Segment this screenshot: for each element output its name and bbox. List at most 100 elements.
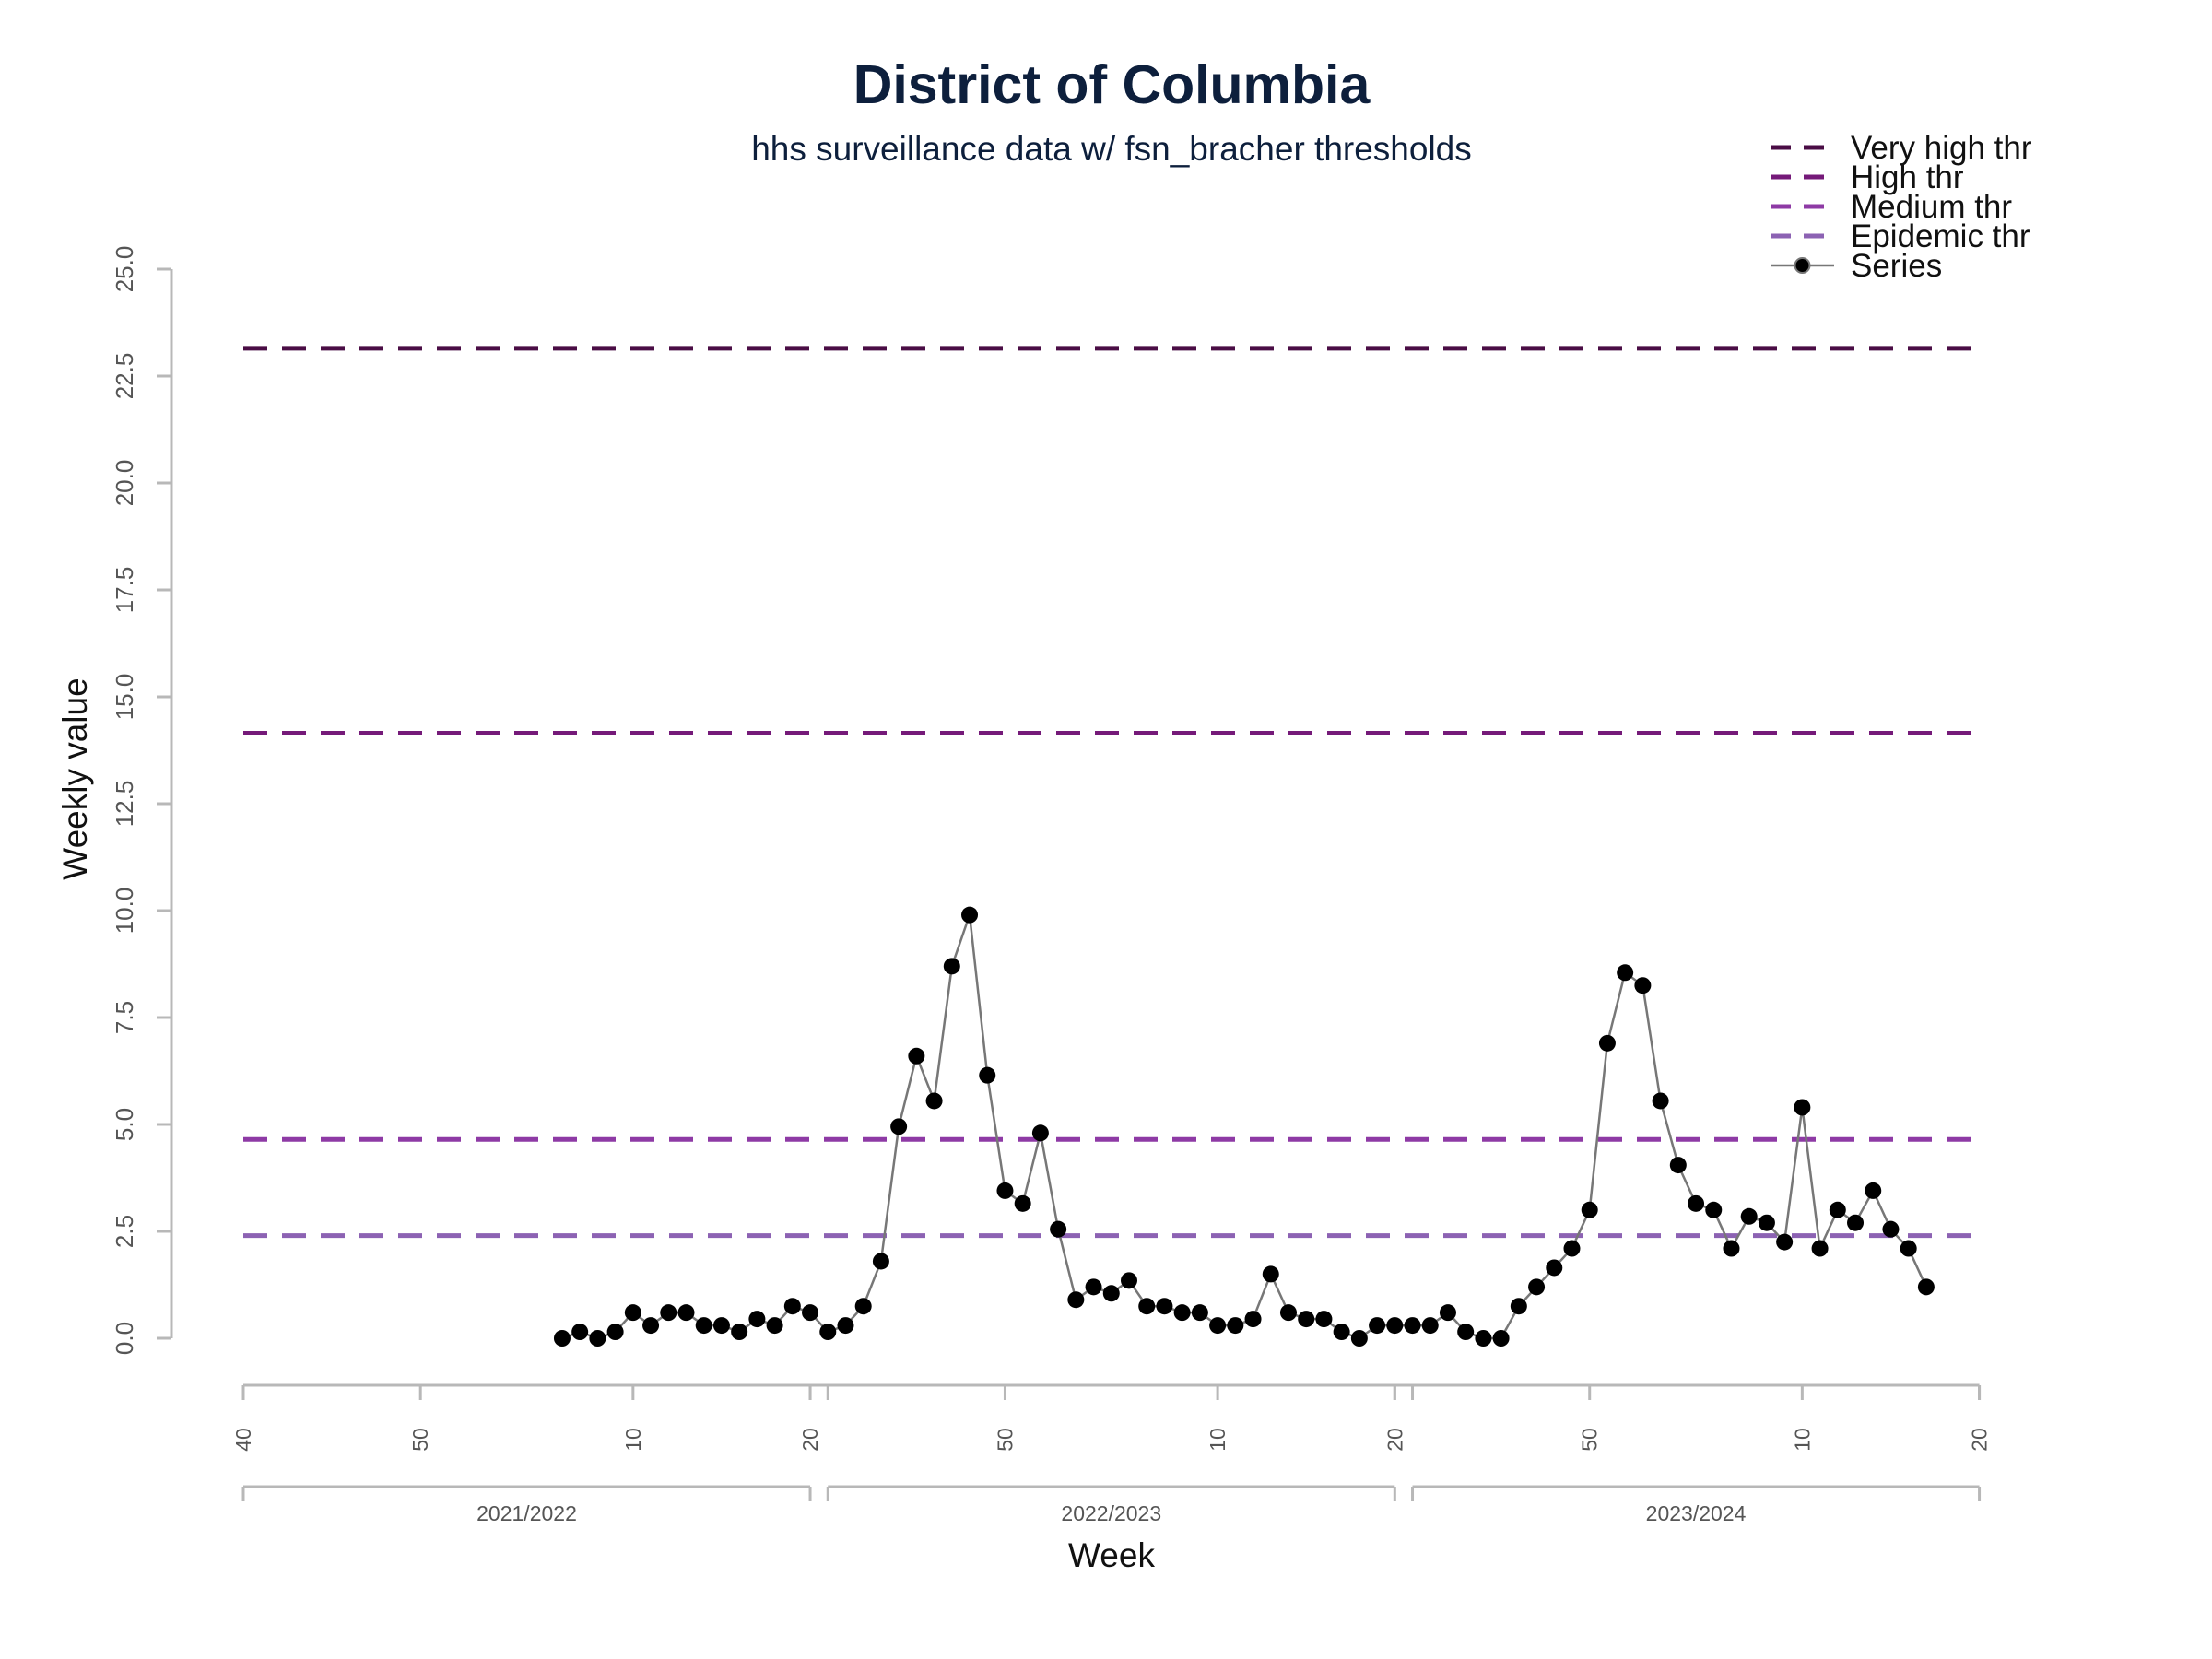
data-point	[1227, 1317, 1244, 1335]
series-line	[561, 914, 1928, 1340]
data-point	[1617, 964, 1634, 982]
data-point	[1829, 1201, 1846, 1218]
x-axis: 40 50 10 20 50 10 20 50 10 20	[231, 1383, 1992, 1452]
data-point	[819, 1324, 837, 1341]
data-point	[624, 1304, 641, 1322]
data-point	[712, 1317, 730, 1335]
legend-marker	[1794, 257, 1811, 274]
season-label: 2022/2023	[1061, 1501, 1161, 1525]
y-tick-label: 20.0	[111, 460, 138, 507]
data-point	[1085, 1278, 1102, 1296]
data-point	[783, 1298, 801, 1315]
data-point	[642, 1317, 660, 1335]
data-point	[571, 1324, 589, 1341]
x-tick-label: 50	[993, 1428, 1017, 1452]
data-point	[1457, 1324, 1475, 1341]
data-point	[1705, 1201, 1723, 1218]
data-point	[1244, 1311, 1262, 1328]
chart-subtitle: hhs surveillance data w/ fsn_bracher thr…	[751, 130, 1472, 168]
chart-title: District of Columbia	[853, 54, 1371, 115]
data-point	[1546, 1259, 1563, 1277]
data-point	[1014, 1194, 1031, 1212]
data-point	[1102, 1285, 1120, 1302]
x-tick-label: 10	[1206, 1428, 1230, 1452]
data-point	[1492, 1330, 1510, 1347]
y-tick-label: 22.5	[111, 353, 138, 400]
data-point	[1333, 1324, 1350, 1341]
y-tick-label: 12.5	[111, 781, 138, 828]
x-tick-label: 20	[1968, 1428, 1992, 1452]
data-point	[1315, 1311, 1333, 1328]
data-point	[1723, 1240, 1740, 1257]
threshold-lines	[243, 346, 1980, 1239]
data-point	[1811, 1240, 1829, 1257]
data-point	[1156, 1298, 1173, 1315]
data-point	[890, 1118, 908, 1135]
y-tick-label: 5.0	[111, 1108, 138, 1141]
data-point	[677, 1304, 695, 1322]
legend-label: Medium thr	[1851, 189, 2012, 225]
data-point	[695, 1317, 712, 1335]
season-label: 2023/2024	[1646, 1501, 1747, 1525]
data-point	[854, 1298, 872, 1315]
data-point	[606, 1324, 624, 1341]
data-point	[1634, 977, 1652, 994]
data-point	[748, 1311, 766, 1328]
data-point	[1439, 1304, 1456, 1322]
data-point	[1510, 1298, 1527, 1315]
x-tick-label: 10	[1790, 1428, 1814, 1452]
data-point	[1688, 1194, 1705, 1212]
data-point	[1138, 1298, 1156, 1315]
legend-label: Very high thr	[1851, 130, 2032, 166]
series-group	[553, 906, 1935, 1347]
data-point	[766, 1317, 783, 1335]
data-point	[1917, 1278, 1935, 1296]
data-point	[996, 1182, 1014, 1199]
data-point	[1882, 1220, 1900, 1238]
data-point	[1669, 1157, 1687, 1174]
data-point	[837, 1317, 854, 1335]
season-label: 2021/2022	[477, 1501, 577, 1525]
y-tick-label: 7.5	[111, 1001, 138, 1034]
data-point	[1598, 1034, 1616, 1052]
legend-label: Series	[1851, 248, 1942, 284]
data-point	[1794, 1099, 1811, 1116]
data-point	[1776, 1233, 1794, 1251]
data-point	[1421, 1317, 1439, 1335]
data-point	[1350, 1330, 1368, 1347]
y-tick-label: 10.0	[111, 888, 138, 935]
data-point	[1298, 1311, 1315, 1328]
data-point	[1847, 1214, 1865, 1231]
data-point	[1191, 1304, 1208, 1322]
data-point	[925, 1092, 943, 1110]
data-point	[979, 1066, 996, 1084]
data-point	[1279, 1304, 1297, 1322]
x-tick-label: 10	[621, 1428, 645, 1452]
data-point	[1404, 1317, 1421, 1335]
data-point	[943, 958, 960, 975]
data-point	[1031, 1124, 1049, 1142]
y-tick-label: 0.0	[111, 1322, 138, 1355]
data-point	[908, 1047, 925, 1065]
data-point	[1740, 1207, 1758, 1225]
y-axis-label: Weekly value	[56, 677, 94, 879]
data-point	[1369, 1317, 1386, 1335]
y-tick-label: 15.0	[111, 674, 138, 721]
season-axis: 2021/2022 2022/2023 2023/2024	[241, 1485, 1982, 1525]
data-point	[660, 1304, 677, 1322]
data-point	[1067, 1291, 1085, 1309]
data-point	[1900, 1240, 1917, 1257]
data-point	[1563, 1240, 1581, 1257]
x-tick-label: 50	[1578, 1428, 1602, 1452]
x-tick-label: 40	[231, 1428, 255, 1452]
data-point	[1581, 1201, 1598, 1218]
data-point	[1528, 1278, 1546, 1296]
y-axis: 0.0 2.5 5.0 7.5 10.0 12.5 15.0 17.5 20.0 22.5 25.0	[111, 246, 173, 1355]
data-point	[1386, 1317, 1404, 1335]
legend-label: Epidemic thr	[1851, 218, 2030, 254]
data-point	[802, 1304, 819, 1322]
x-axis-label: Week	[1068, 1536, 1155, 1574]
data-point	[1865, 1182, 1882, 1199]
